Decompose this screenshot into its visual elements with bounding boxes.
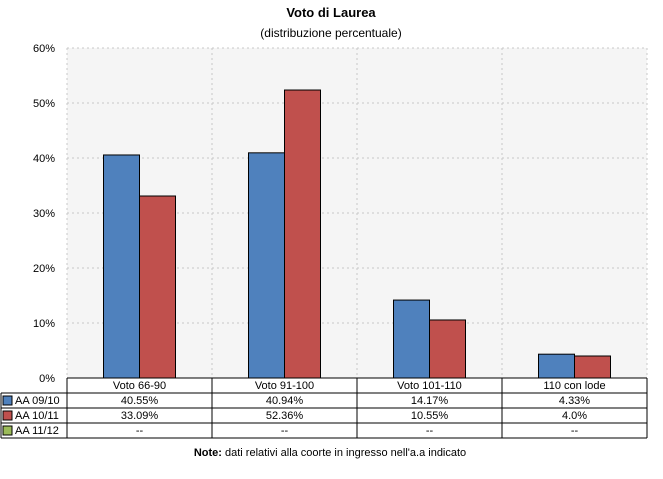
legend-swatch bbox=[2, 425, 13, 436]
y-tick-label: 30% bbox=[33, 208, 55, 220]
data-label: -- bbox=[136, 425, 144, 437]
data-label: 14.17% bbox=[411, 395, 449, 407]
data-label: 4.0% bbox=[562, 410, 587, 422]
bar bbox=[429, 319, 466, 379]
bar bbox=[538, 353, 575, 379]
data-label: -- bbox=[426, 425, 434, 437]
data-label: -- bbox=[571, 425, 579, 437]
legend-label: AA 10/11 bbox=[15, 410, 59, 422]
data-label: 10.55% bbox=[411, 410, 449, 422]
y-tick-label: 10% bbox=[33, 318, 55, 330]
legend-swatch bbox=[2, 395, 13, 406]
data-table: Voto 66-90 Voto 91-100 Voto 101-110 110 con… bbox=[0, 377, 648, 439]
data-label: 40.94% bbox=[266, 395, 304, 407]
note-text: Note: dati relativi alla coorte in ingre… bbox=[194, 447, 466, 459]
note-content: dati relativi alla coorte in ingresso ne… bbox=[222, 447, 466, 459]
bar bbox=[139, 195, 176, 379]
y-tick-label: 0% bbox=[39, 373, 55, 385]
bar bbox=[393, 299, 430, 379]
y-tick-label: 50% bbox=[33, 98, 55, 110]
y-axis: 0% 10% 20% 30% 40% 50% 60% bbox=[33, 43, 55, 385]
category-label: Voto 66-90 bbox=[113, 380, 166, 392]
y-tick-label: 60% bbox=[33, 43, 55, 55]
category-label: 110 con lode bbox=[543, 380, 605, 392]
bar bbox=[284, 89, 321, 379]
y-tick-label: 20% bbox=[33, 263, 55, 275]
data-label: -- bbox=[281, 425, 289, 437]
y-tick-label: 40% bbox=[33, 153, 55, 165]
legend-swatch bbox=[2, 410, 13, 421]
data-label: 33.09% bbox=[121, 410, 159, 422]
data-label: 40.55% bbox=[121, 395, 159, 407]
note-label: Note: bbox=[194, 447, 222, 459]
category-label: Voto 91-100 bbox=[255, 380, 314, 392]
data-label: 4.33% bbox=[559, 395, 590, 407]
legend-label: AA 11/12 bbox=[15, 425, 59, 437]
bars bbox=[103, 89, 611, 379]
bar bbox=[574, 355, 611, 379]
legend-label: AA 09/10 bbox=[15, 395, 60, 407]
bar bbox=[103, 154, 140, 379]
chart-subtitle: (distribuzione percentuale) bbox=[260, 26, 401, 40]
bar bbox=[248, 152, 285, 379]
category-label: Voto 101-110 bbox=[397, 380, 462, 392]
data-label: 52.36% bbox=[266, 410, 304, 422]
chart-title: Voto di Laurea bbox=[286, 5, 376, 20]
